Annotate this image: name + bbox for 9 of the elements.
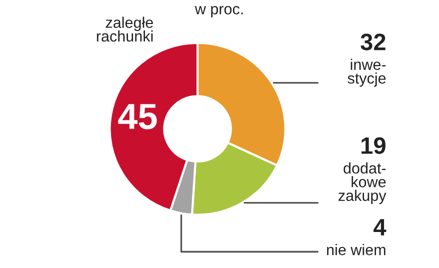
slice-label: dodat- kowe zakupy xyxy=(338,162,386,204)
slice-label: zaległe rachunki xyxy=(96,16,153,42)
data-label: 4 xyxy=(374,219,386,236)
chart-subtitle: w proc. xyxy=(194,6,243,18)
slice-label: nie wiem xyxy=(327,244,386,256)
data-label: 45 xyxy=(118,104,157,130)
slice-label: inwe- stycje xyxy=(348,58,386,87)
data-label: 19 xyxy=(362,137,386,154)
data-label: 32 xyxy=(360,34,386,50)
